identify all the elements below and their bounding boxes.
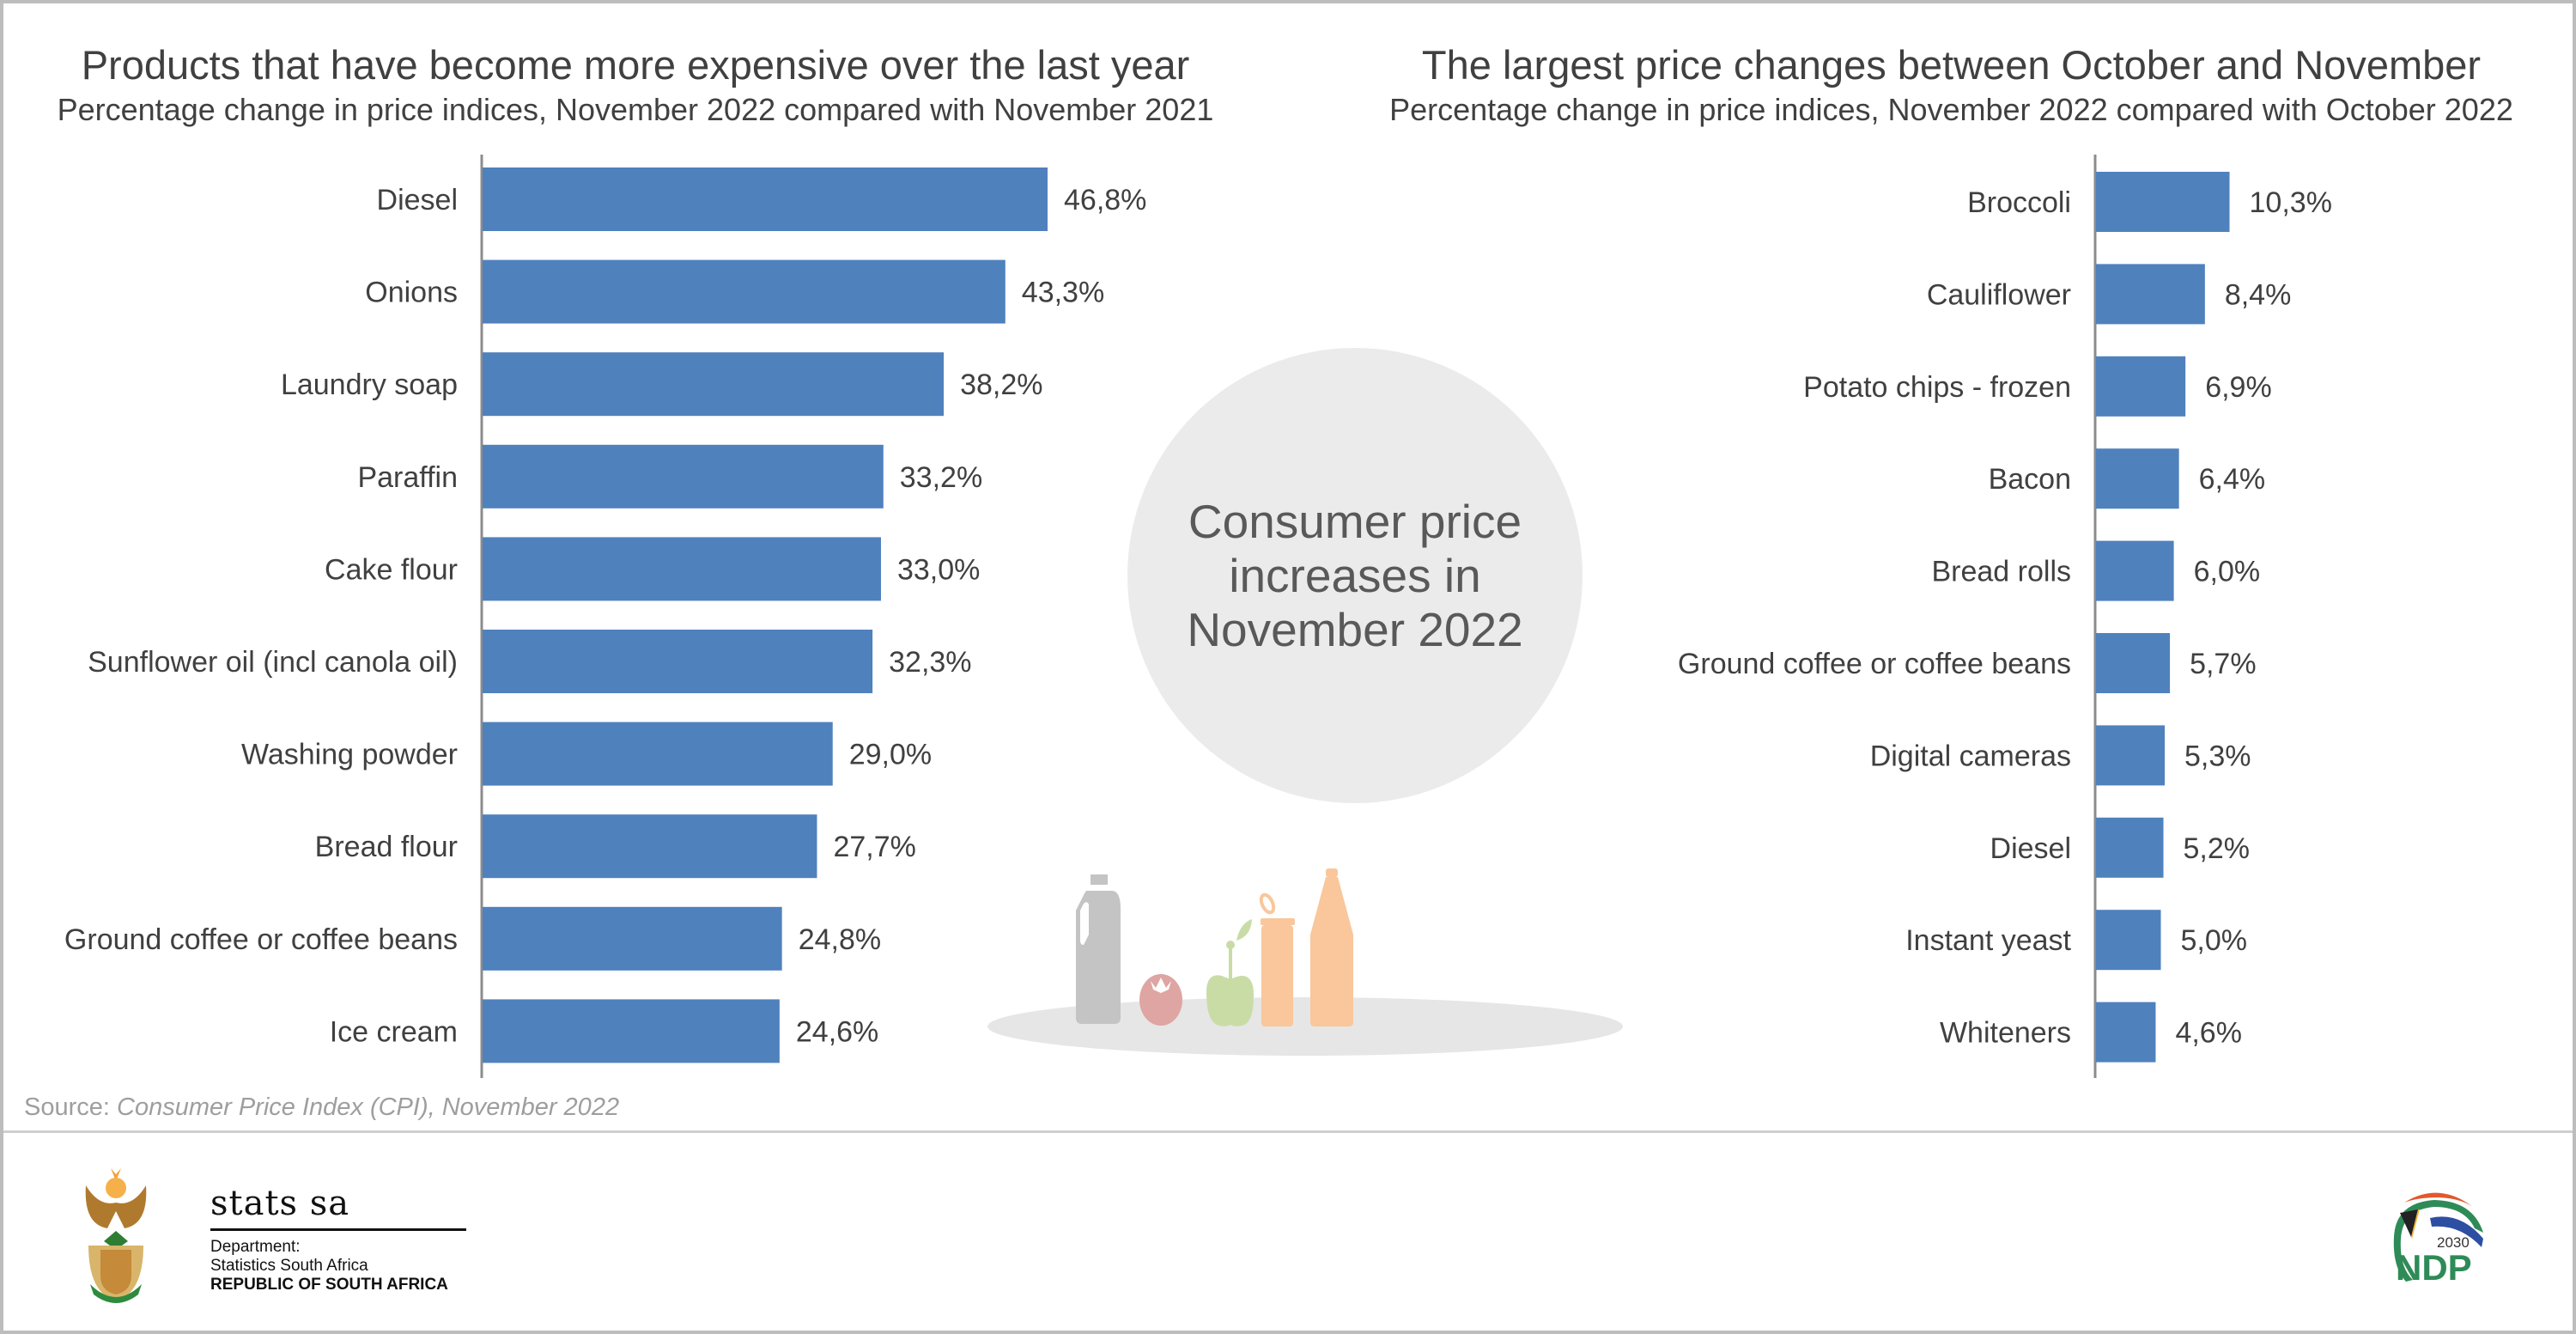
bar xyxy=(483,352,945,417)
stats-sa-logo: stats sa Department: Statistics South Af… xyxy=(210,1184,466,1294)
bar xyxy=(2096,725,2166,786)
bar xyxy=(483,537,881,601)
category-label: Digital cameras xyxy=(1870,740,2071,772)
value-label: 38,2% xyxy=(960,369,1042,401)
dept-name: Statistics South Africa xyxy=(210,1257,368,1275)
ndp-green-ring xyxy=(2393,1200,2483,1282)
value-label: 46,8% xyxy=(1064,184,1146,216)
value-label: 6,4% xyxy=(2199,463,2266,496)
category-label: Onions xyxy=(365,277,458,309)
country-name: REPUBLIC OF SOUTH AFRICA xyxy=(210,1276,448,1294)
bar xyxy=(483,814,817,879)
milk-jug-icon xyxy=(1076,874,1121,1024)
bar xyxy=(2096,172,2230,232)
bottle-icon xyxy=(1310,868,1353,1026)
headline-circle: Consumer price increases in November 202… xyxy=(1127,348,1583,803)
bar xyxy=(2096,448,2179,509)
value-label: 33,2% xyxy=(900,461,982,494)
left-bar-chart: Diesel 46,8% Onions 43,3% Laundry soap 38,2% P… xyxy=(64,155,1146,1078)
bar xyxy=(483,444,884,509)
ndp-red-arc xyxy=(2404,1192,2473,1207)
category-label: Bread rolls xyxy=(1931,556,2071,588)
bar xyxy=(483,259,1005,324)
value-label: 5,0% xyxy=(2181,924,2248,957)
category-label: Bread flour xyxy=(315,831,458,863)
bar xyxy=(483,999,780,1063)
value-label: 4,6% xyxy=(2175,1017,2242,1050)
category-label: Ground coffee or coffee beans xyxy=(1678,648,2071,680)
bar xyxy=(2096,817,2164,878)
value-label: 32,3% xyxy=(889,646,971,679)
category-label: Cake flour xyxy=(325,553,458,586)
bar xyxy=(483,906,782,971)
right-chart-subtitle: Percentage change in price indices, Nove… xyxy=(1389,92,2513,127)
bar xyxy=(483,168,1048,231)
category-label: Cauliflower xyxy=(1927,278,2071,311)
category-label: Laundry soap xyxy=(281,369,458,401)
bar xyxy=(2096,633,2171,693)
dept-label: Department: xyxy=(210,1238,301,1256)
tomato-icon xyxy=(1139,974,1182,1026)
value-label: 6,9% xyxy=(2205,371,2272,404)
bar xyxy=(2096,540,2174,601)
bar xyxy=(483,722,833,786)
bar xyxy=(2096,264,2205,325)
category-label: Paraffin xyxy=(357,461,458,494)
ndp-blue-band xyxy=(2430,1216,2483,1247)
bar xyxy=(2096,1002,2156,1063)
category-label: Whiteners xyxy=(1940,1017,2071,1050)
value-label: 5,3% xyxy=(2184,740,2251,772)
headline-line-1: Consumer price xyxy=(1188,494,1522,548)
value-label: 27,7% xyxy=(833,831,915,863)
value-label: 5,2% xyxy=(2184,832,2251,865)
category-label: Diesel xyxy=(377,184,458,216)
groceries-illustration xyxy=(987,868,1623,1056)
right-chart-title: The largest price changes between Octobe… xyxy=(1421,42,2482,88)
category-label: Bacon xyxy=(1989,463,2071,496)
ndp-year: 2030 xyxy=(2437,1234,2470,1251)
apple-icon xyxy=(1206,919,1254,1026)
ndp-black-triangle xyxy=(2400,1209,2418,1237)
value-label: 24,6% xyxy=(796,1015,878,1048)
footer-divider xyxy=(3,1130,2573,1133)
headline-line-3: November 2022 xyxy=(1187,602,1523,656)
right-bar-chart: Broccoli 10,3% Cauliflower 8,4% Potato chips… xyxy=(1678,155,2332,1078)
left-chart-subtitle: Percentage change in price indices, Nove… xyxy=(57,92,1214,127)
bar xyxy=(2096,910,2161,971)
value-label: 43,3% xyxy=(1022,277,1104,309)
value-label: 10,3% xyxy=(2250,186,2332,219)
value-label: 29,0% xyxy=(849,739,932,771)
category-label: Sunflower oil (incl canola oil) xyxy=(88,646,458,679)
value-label: 5,7% xyxy=(2190,648,2257,680)
ndp-gold-edge xyxy=(2411,1209,2420,1239)
bar xyxy=(2096,356,2186,417)
coat-of-arms-icon xyxy=(85,1168,147,1303)
category-label: Broccoli xyxy=(1967,186,2071,219)
category-label: Ground coffee or coffee beans xyxy=(64,923,458,956)
ndp-2030-logo: 2030 NDP xyxy=(2393,1192,2483,1288)
headline-line-2: increases in xyxy=(1229,548,1481,602)
value-label: 24,8% xyxy=(799,923,881,956)
can-icon xyxy=(1259,892,1295,1026)
bar xyxy=(483,630,873,693)
value-label: 33,0% xyxy=(897,553,980,586)
ndp-text: NDP xyxy=(2396,1247,2472,1288)
value-label: 6,0% xyxy=(2194,556,2261,588)
left-chart-title: Products that have become more expensive… xyxy=(81,42,1190,88)
category-label: Diesel xyxy=(1990,832,2071,865)
category-label: Potato chips - frozen xyxy=(1803,371,2071,404)
category-label: Washing powder xyxy=(241,739,458,771)
logo-rule xyxy=(210,1228,466,1231)
logo-name: stats sa xyxy=(210,1184,350,1223)
source-note: Source: Consumer Price Index (CPI), Nove… xyxy=(24,1093,620,1121)
category-label: Ice cream xyxy=(330,1015,458,1048)
category-label: Instant yeast xyxy=(1905,924,2071,957)
value-label: 8,4% xyxy=(2225,278,2292,311)
